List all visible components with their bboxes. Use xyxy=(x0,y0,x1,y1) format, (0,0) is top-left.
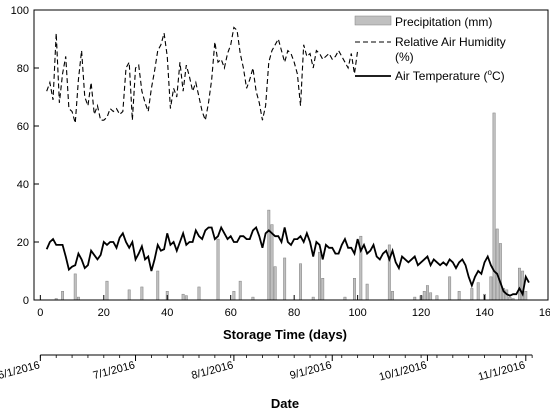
precip-bar xyxy=(429,292,433,301)
precip-bar xyxy=(273,266,277,301)
legend-temperature-label: Air Temperature (oC) xyxy=(395,68,505,83)
precip-bar xyxy=(283,257,287,301)
precip-bar xyxy=(353,278,356,301)
date-tick-label: 11/1/2016 xyxy=(477,359,527,383)
legend-humidity-unit: (%) xyxy=(395,50,414,64)
precip-bar xyxy=(457,291,461,301)
precip-bar xyxy=(489,276,493,301)
legend-precip-swatch xyxy=(354,15,392,26)
date-tick-label: 8/1/2016 xyxy=(190,359,234,382)
precip-bar xyxy=(140,286,144,301)
precip-bar xyxy=(156,270,160,301)
precip-bar xyxy=(238,280,242,301)
y-tick-label: 40 xyxy=(17,179,29,191)
date-tick-label: 6/1/2016 xyxy=(0,359,41,382)
x-tick-label: 80 xyxy=(288,307,300,319)
precip-bar xyxy=(181,293,185,301)
precip-bar xyxy=(318,251,321,301)
y-tick-label: 100 xyxy=(11,5,29,17)
precip-bar xyxy=(197,286,201,301)
precip-bar xyxy=(105,280,109,301)
axes: 0 20 40 60 80 100 120 140 160 0 20 40 60 80 100 xyxy=(11,5,550,319)
y-tick-label: 0 xyxy=(23,295,29,307)
precip-bar xyxy=(61,291,64,301)
date-axis: 6/1/2016 7/1/2016 8/1/2016 9/1/2016 10/1/201… xyxy=(0,354,533,384)
precip-bar xyxy=(267,209,271,301)
precip-bar xyxy=(232,291,236,301)
precip-bar xyxy=(391,291,394,301)
x-tick-label: 140 xyxy=(475,307,493,319)
precip-bar xyxy=(321,278,325,301)
precip-bar xyxy=(425,285,429,301)
precip-bar xyxy=(495,228,499,301)
x-tick-label: 60 xyxy=(225,307,237,319)
precip-bar xyxy=(448,276,452,301)
humidity-line xyxy=(46,26,359,124)
y-tick-label: 60 xyxy=(17,121,29,133)
precip-bar xyxy=(299,263,302,301)
precip-bar xyxy=(518,267,521,301)
x-tick-label: 160 xyxy=(539,307,550,319)
temperature-line xyxy=(45,225,530,297)
precip-bar xyxy=(270,224,274,301)
x-tick-label: 40 xyxy=(161,307,173,319)
date-axis-label: Date xyxy=(271,396,299,411)
legend-humidity-label: Relative Air Humidity xyxy=(395,35,506,49)
line-series xyxy=(45,26,530,297)
precip-bar xyxy=(184,295,188,301)
precipitation-bars xyxy=(54,112,528,301)
legend: Precipitation (mm) Relative Air Humidity(… xyxy=(354,15,506,83)
precip-bar xyxy=(127,289,131,301)
date-tick-label: 9/1/2016 xyxy=(289,359,333,382)
precip-bar xyxy=(476,282,480,301)
x-axis-label: Storage Time (days) xyxy=(223,327,347,342)
date-tick-label: 10/1/2016 xyxy=(378,359,428,383)
precip-bar xyxy=(365,283,369,301)
y-tick-label: 20 xyxy=(17,237,29,249)
precip-bar xyxy=(422,291,426,301)
legend-precip-label: Precipitation (mm) xyxy=(395,15,492,29)
precip-bar xyxy=(524,291,528,301)
y-tick-label: 80 xyxy=(17,63,29,75)
plot-frame xyxy=(33,9,549,301)
precip-bar xyxy=(470,288,474,301)
date-tick-label: 7/1/2016 xyxy=(92,359,136,382)
precip-bar xyxy=(216,238,220,301)
x-tick-label: 100 xyxy=(348,307,366,319)
precip-bar xyxy=(498,243,502,301)
precip-bar xyxy=(73,273,77,301)
x-tick-label: 0 xyxy=(37,307,43,319)
x-tick-label: 20 xyxy=(98,307,110,319)
x-tick-label: 120 xyxy=(412,307,430,319)
precip-bar xyxy=(435,295,439,301)
precip-bar xyxy=(387,244,391,301)
